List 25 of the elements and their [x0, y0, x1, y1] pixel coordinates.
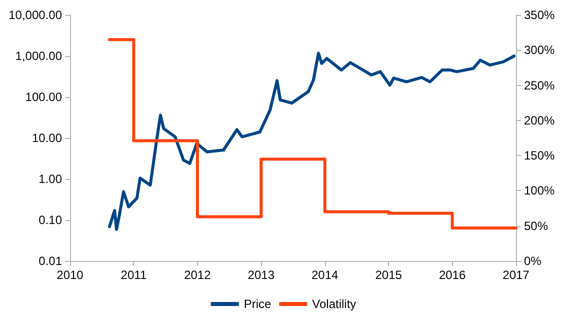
- legend-label: Volatility: [312, 297, 356, 311]
- y2-tick-label: 0%: [524, 254, 542, 268]
- legend-label: Price: [244, 297, 272, 311]
- y-tick-label: 10,000.00: [8, 8, 62, 22]
- y-tick-label: 0.10: [38, 213, 62, 227]
- x-tick-label: 2017: [502, 268, 530, 282]
- y2-tick-label: 300%: [524, 43, 556, 58]
- y2-tick-label: 50%: [524, 218, 548, 233]
- y2-tick-label: 100%: [524, 184, 556, 198]
- y-tick-label: 100.00: [25, 90, 62, 104]
- y2-tick-label: 200%: [524, 113, 556, 128]
- y2-tick-label: 150%: [524, 148, 556, 163]
- x-tick-label: 2014: [312, 268, 339, 282]
- y2-tick-label: 250%: [524, 78, 556, 92]
- y-tick-label: 1.00: [38, 172, 62, 186]
- y-tick-label: 0.01: [38, 254, 62, 268]
- x-tick-label: 2013: [248, 268, 275, 282]
- y-tick-label: 1,000.00: [15, 49, 62, 63]
- y-tick-label: 10.00: [32, 131, 62, 145]
- x-tick-label: 2010: [56, 268, 84, 282]
- x-tick-label: 2012: [184, 268, 212, 282]
- x-tick-label: 2016: [438, 268, 466, 282]
- y2-tick-label: 350%: [524, 8, 556, 22]
- x-tick-label: 2011: [120, 268, 147, 282]
- x-tick-label: 2015: [375, 268, 402, 282]
